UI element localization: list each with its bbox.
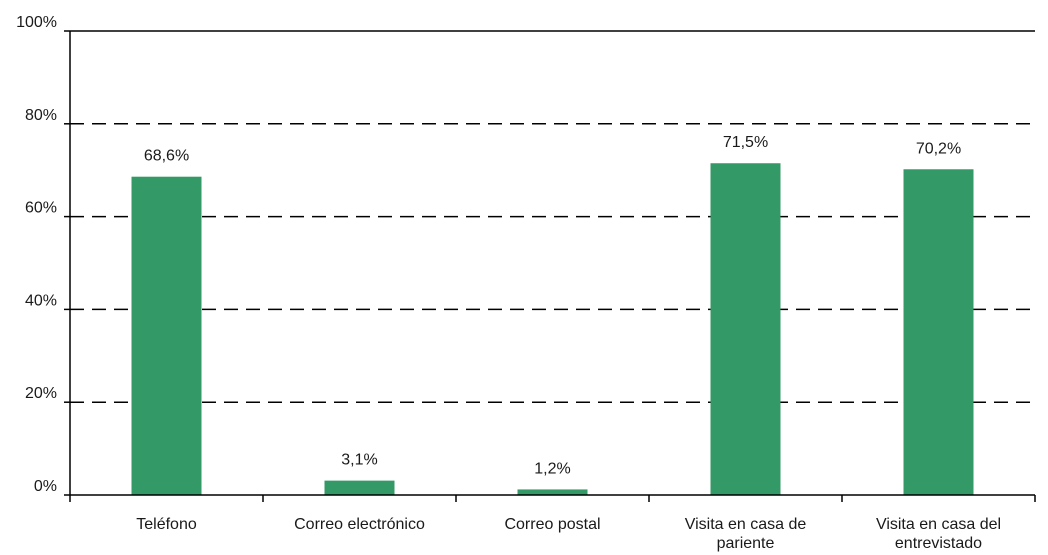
- x-category-label: Teléfono: [136, 516, 197, 533]
- bar-value-label: 70,2%: [916, 140, 961, 157]
- bar-value-label: 3,1%: [341, 452, 377, 469]
- y-tick-label: 100%: [16, 14, 57, 31]
- y-axis-ticks: 0% 20% 40% 60% 80% 100%: [16, 14, 1036, 502]
- x-category-label: Correo postal: [504, 516, 600, 533]
- x-category-label-line: Teléfono: [136, 516, 197, 533]
- y-tick-label: 40%: [25, 292, 57, 309]
- x-category-label-line: Correo electrónico: [294, 516, 425, 533]
- x-category-label: Visita en casa de pariente: [685, 516, 807, 552]
- x-axis-labels: Teléfono Correo electrónico Correo postal V…: [136, 516, 1001, 552]
- y-tick-label: 20%: [25, 385, 57, 402]
- bar-value-label: 68,6%: [144, 148, 189, 165]
- bar: [324, 480, 395, 495]
- y-tick-label: 0%: [34, 478, 57, 495]
- axes: [69, 30, 1035, 496]
- bar: [517, 489, 588, 495]
- y-tick-label: 80%: [25, 107, 57, 124]
- bar-value-label: 71,5%: [723, 134, 768, 151]
- data-labels: 68,6% 3,1% 1,2% 71,5% 70,2%: [144, 134, 961, 477]
- bar-value-label: 1,2%: [534, 460, 570, 477]
- x-category-label: Correo electrónico: [294, 516, 425, 533]
- bar: [903, 169, 974, 495]
- bar: [131, 176, 202, 496]
- x-category-label-line: entrevistado: [895, 535, 982, 552]
- bar: [710, 163, 781, 496]
- bars: [131, 163, 974, 496]
- y-tick-label: 60%: [25, 200, 57, 217]
- x-category-label-line: pariente: [717, 535, 775, 552]
- x-category-label-line: Correo postal: [504, 516, 600, 533]
- gridlines: [70, 123, 1035, 403]
- x-category-label: Visita en casa del entrevistado: [876, 516, 1001, 552]
- x-category-label-line: Visita en casa de: [685, 516, 807, 533]
- x-category-label-line: Visita en casa del: [876, 516, 1001, 533]
